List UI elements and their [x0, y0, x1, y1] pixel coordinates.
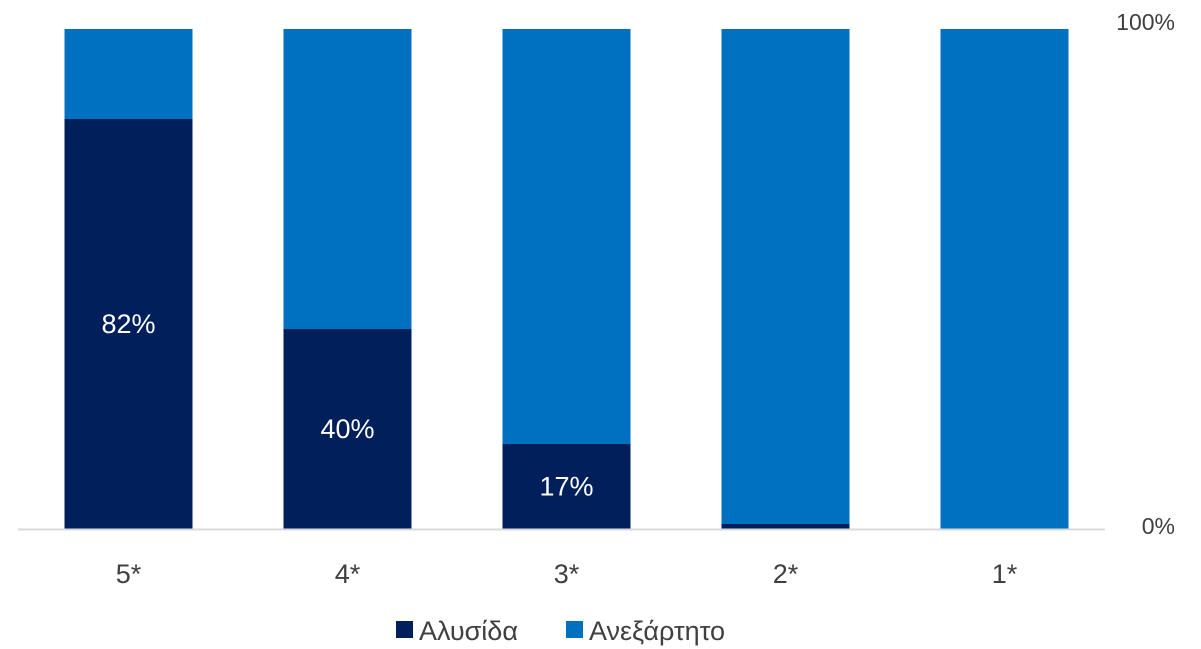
y-tick-label-0: 0% [1142, 513, 1175, 539]
bar-segment-series-2-cat-1 [64, 29, 193, 119]
y-tick-label-100: 100% [1116, 9, 1175, 35]
bar-segment-series-2-cat-5 [940, 29, 1069, 529]
x-tick-label-3: 3* [554, 559, 580, 589]
legend-swatch-series-1 [396, 621, 413, 638]
bar-segment-series-1-cat-2 [283, 329, 412, 529]
data-label-series-1-cat-3: 17% [539, 472, 593, 502]
bar-segment-series-2-cat-4 [721, 29, 850, 524]
x-tick-label-4: 2* [773, 559, 799, 589]
x-tick-label-1: 5* [116, 559, 142, 589]
bar-segment-series-2-cat-2 [283, 29, 412, 329]
bars-group [64, 29, 1069, 529]
legend-label-series-1: Αλυσίδα [419, 616, 518, 646]
legend-swatch-series-2 [566, 621, 583, 638]
x-tick-labels: 5* 4* 3* 2* 1* [116, 559, 1018, 589]
data-label-series-1-cat-1: 82% [101, 309, 155, 339]
bar-segment-series-1-cat-3 [502, 444, 631, 529]
bar-segment-series-2-cat-3 [502, 29, 631, 444]
x-tick-label-5: 1* [992, 559, 1018, 589]
legend: Αλυσίδα Ανεξάρτητο [396, 616, 725, 646]
data-label-series-1-cat-2: 40% [320, 414, 374, 444]
legend-label-series-2: Ανεξάρτητο [589, 616, 725, 646]
bar-segment-series-1-cat-4 [721, 524, 850, 529]
x-tick-label-2: 4* [335, 559, 361, 589]
data-labels-group: 82% 40% 17% [101, 309, 593, 502]
bar-segment-series-1-cat-1 [64, 119, 193, 529]
